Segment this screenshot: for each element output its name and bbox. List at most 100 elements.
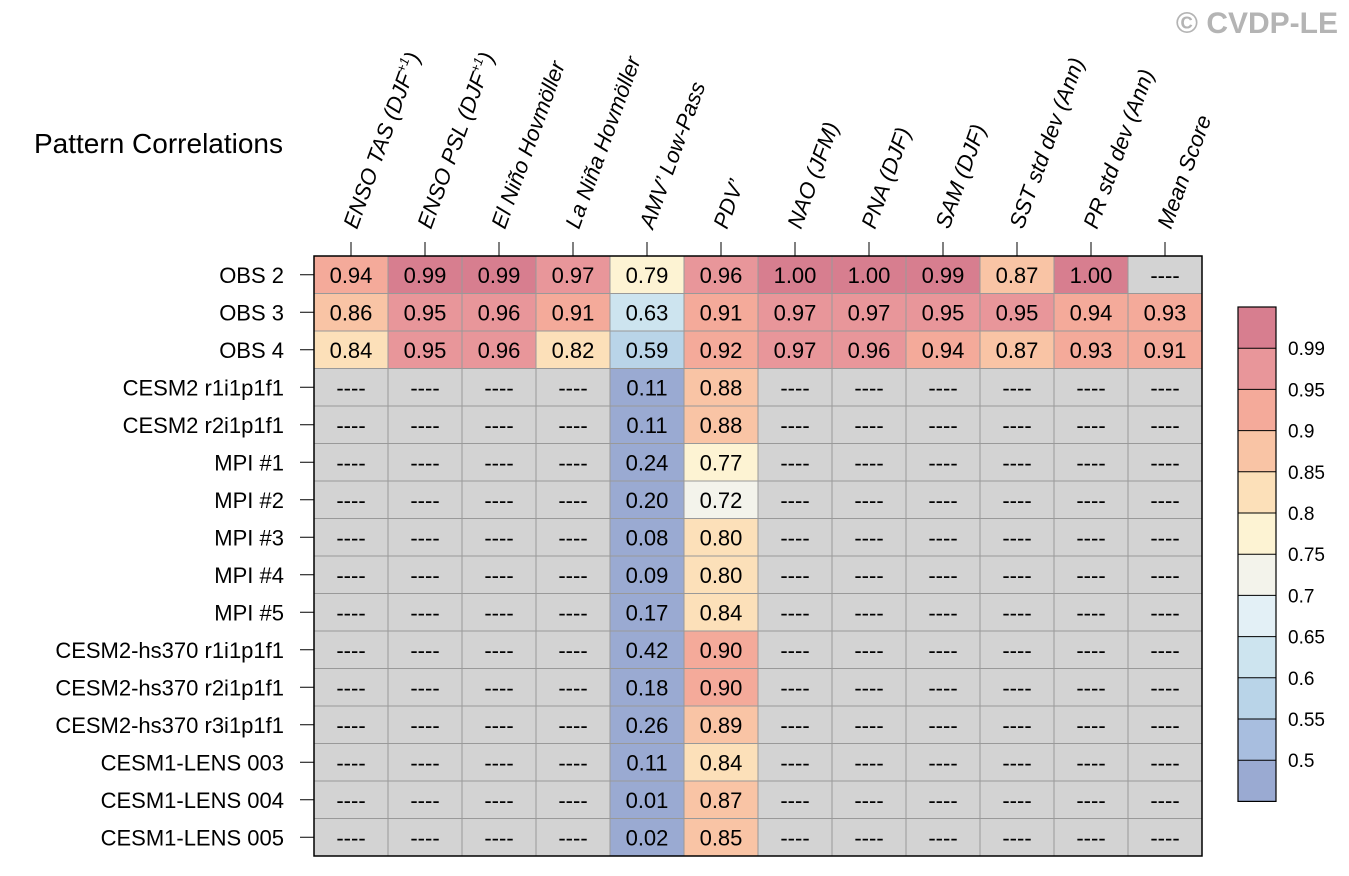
cell-value-label: ---- <box>410 638 439 663</box>
heatmap-cell <box>684 293 758 331</box>
heatmap-cell <box>832 631 906 669</box>
heatmap-cell <box>906 518 980 556</box>
cell-value-label: ---- <box>780 600 809 625</box>
row-label: CESM1-LENS 003 <box>101 750 284 775</box>
cell-value-label: 0.96 <box>478 300 521 325</box>
heatmap-cell <box>758 518 832 556</box>
heatmap-cell <box>684 481 758 519</box>
cell-value-label: ---- <box>1002 450 1031 475</box>
cell-value-label: ---- <box>928 638 957 663</box>
cell-value-label: ---- <box>1150 825 1179 850</box>
heatmap-cell <box>980 331 1054 369</box>
colorbar-band <box>1238 636 1276 678</box>
heatmap-cell <box>684 706 758 744</box>
colorbar-tick-label: 0.8 <box>1288 504 1314 525</box>
heatmap-cell <box>610 556 684 594</box>
heatmap-cell <box>684 781 758 819</box>
heatmap-cell <box>684 818 758 856</box>
cell-value-label: ---- <box>558 788 587 813</box>
heatmap-cell <box>1054 631 1128 669</box>
cell-value-label: 0.95 <box>404 338 447 363</box>
cell-value-label: 0.82 <box>552 338 595 363</box>
heatmap-cell <box>906 331 980 369</box>
cell-value-label: ---- <box>928 450 957 475</box>
row-label: CESM2 r2i1p1f1 <box>123 413 284 438</box>
heatmap-cell <box>314 518 388 556</box>
cell-value-label: ---- <box>1002 563 1031 588</box>
cell-value-label: ---- <box>484 750 513 775</box>
cell-value-label: ---- <box>410 600 439 625</box>
cell-value-label: ---- <box>558 600 587 625</box>
cell-value-label: ---- <box>780 450 809 475</box>
cell-value-label: ---- <box>854 488 883 513</box>
cell-value-label: ---- <box>1076 375 1105 400</box>
heatmap-cell <box>980 743 1054 781</box>
row-label: MPI #5 <box>214 600 284 625</box>
cell-value-label: 0.42 <box>626 638 669 663</box>
cell-value-label: ---- <box>928 375 957 400</box>
cell-value-label: ---- <box>410 375 439 400</box>
column-label: PDV’ <box>708 175 749 232</box>
heatmap-cell <box>832 443 906 481</box>
heatmap-cell <box>1054 256 1128 294</box>
heatmap-cell <box>906 781 980 819</box>
heatmap-cell <box>758 443 832 481</box>
cell-value-label: 0.11 <box>626 750 667 775</box>
heatmap-cell <box>462 706 536 744</box>
cell-value-label: ---- <box>928 788 957 813</box>
heatmap-cell <box>980 706 1054 744</box>
heatmap-cell <box>462 293 536 331</box>
cell-value-label: ---- <box>1002 675 1031 700</box>
row-label: OBS 3 <box>219 300 284 325</box>
heatmap-cell <box>758 593 832 631</box>
heatmap-cell <box>980 556 1054 594</box>
heatmap-cells <box>314 256 1202 856</box>
cell-value-label: ---- <box>780 825 809 850</box>
cell-value-label: ---- <box>336 488 365 513</box>
cell-value-label: ---- <box>1002 638 1031 663</box>
heatmap-cell <box>758 481 832 519</box>
row-label: CESM1-LENS 005 <box>101 825 284 850</box>
heatmap-cell <box>1128 743 1202 781</box>
heatmap-cell <box>610 443 684 481</box>
heatmap-cell <box>462 668 536 706</box>
heatmap-cell <box>536 331 610 369</box>
cell-value-label: ---- <box>1002 488 1031 513</box>
cell-value-label: ---- <box>780 525 809 550</box>
heatmap-cell <box>314 743 388 781</box>
heatmap-cell <box>1054 743 1128 781</box>
colorbar-band <box>1238 554 1276 596</box>
cell-value-label: ---- <box>484 713 513 738</box>
heatmap-cell <box>1054 406 1128 444</box>
heatmap-cell <box>684 368 758 406</box>
heatmap-cell <box>462 256 536 294</box>
column-labels: ENSO TAS (DJF+1)ENSO PSL (DJF+1)El Niño … <box>338 49 1216 256</box>
heatmap-cell <box>462 818 536 856</box>
heatmap-cell <box>684 406 758 444</box>
cell-value-label: ---- <box>336 600 365 625</box>
row-label: OBS 4 <box>219 338 284 363</box>
cell-value-label: ---- <box>410 563 439 588</box>
heatmap-cell <box>1128 556 1202 594</box>
heatmap-cell <box>758 743 832 781</box>
cell-value-label: 0.09 <box>626 563 669 588</box>
colorbar-tick-label: 0.99 <box>1288 339 1325 360</box>
cell-value-label: 0.08 <box>626 525 669 550</box>
colorbar-tick-label: 0.55 <box>1288 710 1325 731</box>
heatmap-cell <box>1128 443 1202 481</box>
cell-value-label: ---- <box>780 750 809 775</box>
cell-value-label: ---- <box>1076 825 1105 850</box>
cell-value-label: 0.96 <box>848 338 891 363</box>
cell-value-label: ---- <box>410 713 439 738</box>
row-labels: OBS 2 OBS 3 OBS 4 CESM2 r1i1p1f1 CESM2 r2i1p… <box>55 263 314 850</box>
colorbar-tick-label: 0.85 <box>1288 463 1325 484</box>
cell-value-label: ---- <box>558 525 587 550</box>
heatmap-cell <box>536 631 610 669</box>
cell-value-label: ---- <box>558 563 587 588</box>
cell-value-label: 0.79 <box>626 263 669 288</box>
cell-value-label: ---- <box>928 563 957 588</box>
cell-value-label: ---- <box>558 750 587 775</box>
cell-value-label: 0.93 <box>1070 338 1113 363</box>
cell-value-label: ---- <box>854 713 883 738</box>
heatmap-cell <box>1054 518 1128 556</box>
